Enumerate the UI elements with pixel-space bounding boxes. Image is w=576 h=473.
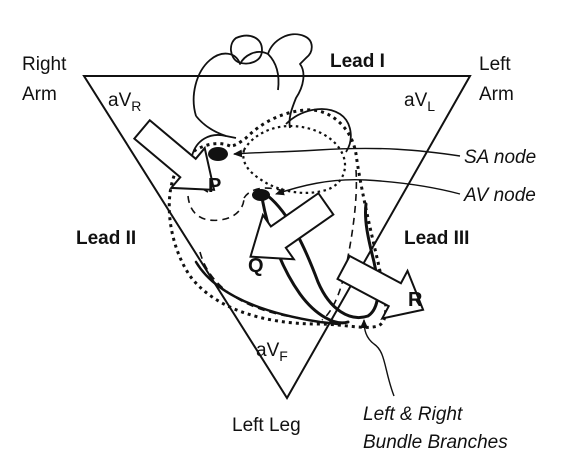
label-sa-node: SA node bbox=[464, 147, 536, 168]
label-wave-r: R bbox=[408, 289, 423, 311]
label-lead-ii: Lead II bbox=[76, 228, 136, 249]
label-avl: aVL bbox=[404, 90, 435, 114]
atrial-dotted-outline bbox=[242, 124, 347, 194]
heart-dotted-outline bbox=[167, 108, 388, 329]
av-node-marker bbox=[252, 189, 270, 201]
label-lead-i: Lead I bbox=[330, 51, 385, 72]
heart-outline bbox=[190, 33, 352, 193]
label-avr: aVR bbox=[108, 90, 141, 114]
label-right-arm-line2: Arm bbox=[22, 84, 57, 105]
label-left-arm-line2: Arm bbox=[479, 84, 514, 105]
sa-node-marker bbox=[208, 147, 228, 161]
einthoven-triangle bbox=[82, 75, 472, 400]
label-av-node: AV node bbox=[463, 185, 536, 206]
p-vector-arrow bbox=[132, 118, 216, 191]
label-right-arm-line1: Right bbox=[22, 54, 67, 75]
label-lead-iii: Lead III bbox=[404, 228, 469, 249]
q-vector-arrow bbox=[249, 191, 335, 261]
label-left-arm-line1: Left bbox=[479, 54, 511, 75]
leader-lines bbox=[233, 147, 461, 397]
label-bundle-line2: Bundle Branches bbox=[363, 432, 508, 453]
r-vector-arrow bbox=[336, 254, 425, 320]
label-wave-p: P bbox=[208, 175, 221, 197]
label-left-leg: Left Leg bbox=[232, 415, 301, 436]
ventricle-dashed-outline bbox=[187, 169, 358, 321]
label-wave-q: Q bbox=[248, 255, 264, 277]
label-avf: aVF bbox=[256, 340, 288, 364]
label-bundle-line1: Left & Right bbox=[363, 404, 463, 425]
